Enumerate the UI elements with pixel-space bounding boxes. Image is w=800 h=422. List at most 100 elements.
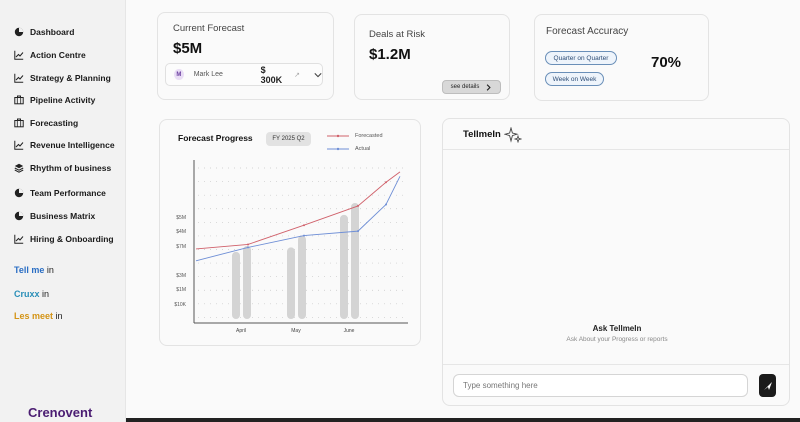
user-amount: $ 300K xyxy=(260,64,283,85)
send-button[interactable] xyxy=(759,374,776,397)
bar-april-1 xyxy=(243,245,251,319)
layers-icon xyxy=(14,163,24,173)
brand-logo-text: Crenovent xyxy=(28,405,93,420)
sidebar-item-team-performance[interactable]: Team Performance xyxy=(14,188,106,198)
sidebar-item-business-matrix[interactable]: Business Matrix xyxy=(14,211,95,221)
sidebar-item-label: Revenue Intelligence xyxy=(30,140,115,150)
series-point-forecasted xyxy=(385,181,387,184)
series-line-actual xyxy=(195,176,401,262)
y-tick-label: $7M xyxy=(176,244,186,250)
deals-at-risk-value: $1.2M xyxy=(369,46,411,63)
line-chart-icon xyxy=(14,140,24,150)
forecast-accuracy-value: 70% xyxy=(651,54,682,71)
sidebar-item-label: Action Centre xyxy=(30,50,86,60)
integration-link-les-meet[interactable]: Les meet in xyxy=(14,311,63,321)
bar-june-1 xyxy=(351,202,359,319)
sparkle-icon xyxy=(503,126,523,148)
legend-forecasted-line xyxy=(327,134,349,138)
integration-link-cruxx[interactable]: Cruxx in xyxy=(14,289,49,299)
input-divider xyxy=(443,364,789,365)
avatar: M xyxy=(174,69,184,80)
briefcase-icon xyxy=(14,95,24,105)
y-tick-label: $3M xyxy=(176,273,186,279)
bottom-bar xyxy=(126,418,800,422)
series-point-forecasted xyxy=(357,204,359,207)
y-tick-label: $4M xyxy=(176,229,186,235)
integration-link-tell-me[interactable]: Tell me in xyxy=(14,265,54,275)
bar-june-0 xyxy=(340,214,348,319)
user-name: Mark Lee xyxy=(193,71,223,78)
sidebar-item-label: Rhythm of business xyxy=(30,163,112,173)
x-tick-label: June xyxy=(344,328,355,334)
y-tick-label: $5M xyxy=(176,215,186,221)
sidebar-item-label: Pipeline Activity xyxy=(30,95,96,105)
sidebar-item-dashboard[interactable]: Dashboard xyxy=(14,27,74,37)
legend-actual-line xyxy=(327,147,349,151)
see-details-button[interactable]: see details xyxy=(442,80,501,94)
series-line-forecasted xyxy=(195,171,401,250)
x-tick-label: April xyxy=(236,328,246,334)
chat-input[interactable] xyxy=(453,374,748,397)
sidebar-item-pipeline-activity[interactable]: Pipeline Activity xyxy=(14,95,95,105)
forecast-progress-chart: $10K $1M $3M $7M $4M $5M April May June xyxy=(174,160,408,334)
sidebar-item-action-centre[interactable]: Action Centre xyxy=(14,50,86,60)
period-selector[interactable]: FY 2025 Q2 xyxy=(266,132,311,146)
x-tick-label: May xyxy=(291,328,301,334)
integration-suffix: in xyxy=(42,289,50,299)
briefcase-icon xyxy=(14,118,24,128)
send-icon xyxy=(763,381,772,390)
ask-title: Ask TellmeIn xyxy=(592,324,642,333)
line-chart-icon xyxy=(14,73,24,83)
series-point-actual xyxy=(303,234,305,237)
ask-subtitle: Ask About your Progress or reports xyxy=(566,336,668,343)
integration-name: Les meet xyxy=(14,311,54,321)
forecast-user-dropdown[interactable]: M Mark Lee $ 300K ↗ xyxy=(165,63,323,86)
legend-forecasted: Forecasted xyxy=(327,133,383,139)
pie-icon xyxy=(14,211,24,221)
legend-actual-label: Actual xyxy=(355,146,371,152)
deals-at-risk-card: Deals at Risk $1.2M see details xyxy=(354,14,510,100)
integration-suffix: in xyxy=(46,265,54,275)
sidebar-item-strategy-planning[interactable]: Strategy & Planning xyxy=(14,73,111,83)
series-point-actual xyxy=(385,203,387,206)
current-forecast-title: Current Forecast xyxy=(173,23,245,34)
series-point-actual xyxy=(247,246,249,249)
tellmein-title: TellmeIn xyxy=(463,129,501,140)
y-tick-label: $10K xyxy=(174,302,186,308)
sidebar-item-hiring-onboarding[interactable]: Hiring & Onboarding xyxy=(14,234,114,244)
y-tick-label: $1M xyxy=(176,287,186,293)
week-on-week-pill[interactable]: Week on Week xyxy=(545,72,604,86)
sidebar-item-forecasting[interactable]: Forecasting xyxy=(14,118,78,128)
integration-name: Tell me xyxy=(14,265,45,275)
current-forecast-card: Current Forecast $5M M Mark Lee $ 300K ↗ xyxy=(157,12,334,100)
forecast-progress-title: Forecast Progress xyxy=(178,133,253,143)
sidebar-item-label: Team Performance xyxy=(30,188,106,198)
pie-icon xyxy=(14,188,24,198)
tellmein-panel: TellmeIn Ask TellmeIn Ask About your Pro… xyxy=(442,118,790,406)
sidebar-item-rhythm-of-business[interactable]: Rhythm of business xyxy=(14,163,111,173)
legend-actual: Actual xyxy=(327,146,370,152)
forecast-accuracy-card: Forecast Accuracy Quarter on Quarter Wee… xyxy=(534,14,709,101)
sidebar-item-label: Dashboard xyxy=(30,27,75,37)
series-point-forecasted xyxy=(303,224,305,227)
quarter-on-quarter-pill[interactable]: Quarter on Quarter xyxy=(545,51,617,65)
pie-icon xyxy=(14,27,24,37)
bar-april-0 xyxy=(232,251,240,319)
series-point-forecasted xyxy=(247,243,249,246)
bar-may-0 xyxy=(287,247,295,319)
chevron-down-icon[interactable] xyxy=(314,71,322,79)
chevron-right-icon xyxy=(487,83,492,91)
sidebar-item-label: Business Matrix xyxy=(30,211,96,221)
bar-may-1 xyxy=(298,235,306,319)
legend-forecasted-label: Forecasted xyxy=(355,133,383,139)
sidebar-item-revenue-intelligence[interactable]: Revenue Intelligence xyxy=(14,140,115,150)
forecast-accuracy-title: Forecast Accuracy xyxy=(546,26,629,37)
panel-divider xyxy=(443,149,789,150)
deals-at-risk-title: Deals at Risk xyxy=(369,29,425,40)
line-chart-icon xyxy=(14,234,24,244)
trend-up-icon: ↗ xyxy=(294,71,300,79)
see-details-label: see details xyxy=(450,84,480,90)
sidebar: Dashboard Action Centre Strategy & Plannin… xyxy=(0,0,126,422)
forecast-progress-card: Forecast Progress FY 2025 Q2 Forecasted … xyxy=(159,119,421,346)
integration-suffix: in xyxy=(55,311,63,321)
